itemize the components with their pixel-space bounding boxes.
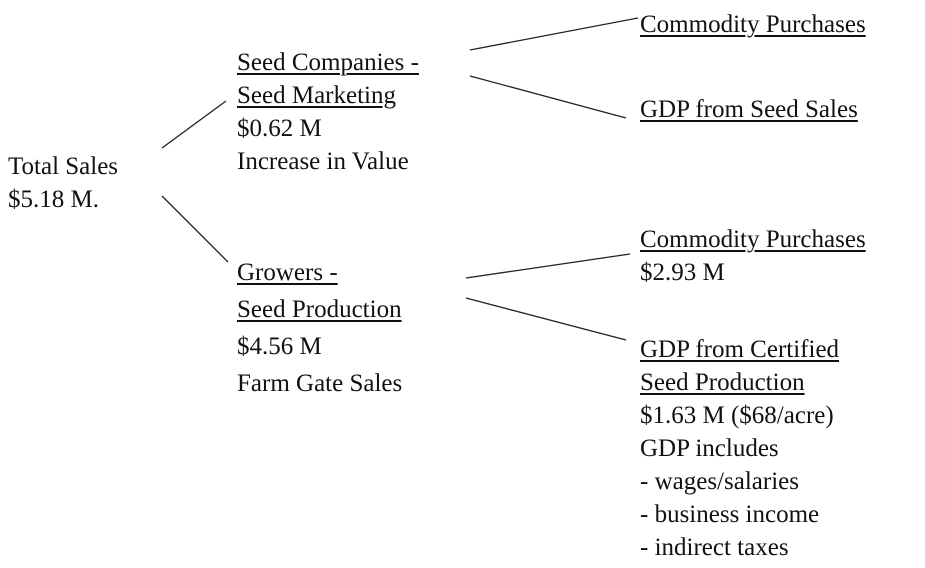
connector [161, 100, 227, 149]
node-heading: Seed Companies - [237, 49, 419, 76]
connector [469, 17, 639, 51]
node-line: - indirect taxes [640, 534, 789, 561]
node-line: Total Sales [8, 153, 119, 180]
node-line: GDP includes [640, 435, 779, 462]
node-line: $2.93 M [640, 259, 725, 286]
node-heading: Seed Production [237, 296, 402, 323]
node-line: $0.62 M [237, 115, 322, 142]
node-heading: Commodity Purchases [640, 11, 866, 38]
node-line: $1.63 M ($68/acre) [640, 402, 834, 429]
node-line: $4.56 M [237, 333, 322, 360]
node: Total Sales $5.18 M. [8, 150, 118, 216]
connector [469, 75, 627, 119]
node-line: - business income [640, 501, 820, 528]
node: GDP from Certified Seed Production $1.63 M… [640, 333, 839, 564]
node-heading: GDP from Seed Sales [640, 96, 858, 123]
node-heading: Growers - [237, 259, 338, 286]
node-heading: Commodity Purchases [640, 226, 866, 253]
node: Seed Companies - Seed Marketing $0.62 M Inc… [237, 46, 419, 178]
connector [465, 253, 631, 279]
node: Growers - Seed Production $4.56 M Farm Gate… [237, 254, 402, 402]
connector [465, 297, 627, 341]
node-line: Farm Gate Sales [237, 370, 403, 397]
node-heading: Seed Production [640, 369, 805, 396]
node: GDP from Seed Sales [640, 93, 858, 126]
connector [161, 195, 229, 263]
node: Commodity Purchases [640, 8, 866, 41]
node-heading: Seed Marketing [237, 82, 396, 109]
node-line: - wages/salaries [640, 468, 799, 495]
node-line: Increase in Value [237, 148, 409, 175]
node-heading: GDP from Certified [640, 336, 840, 363]
node: Commodity Purchases $2.93 M [640, 223, 866, 289]
node-line: $5.18 M. [8, 186, 99, 213]
